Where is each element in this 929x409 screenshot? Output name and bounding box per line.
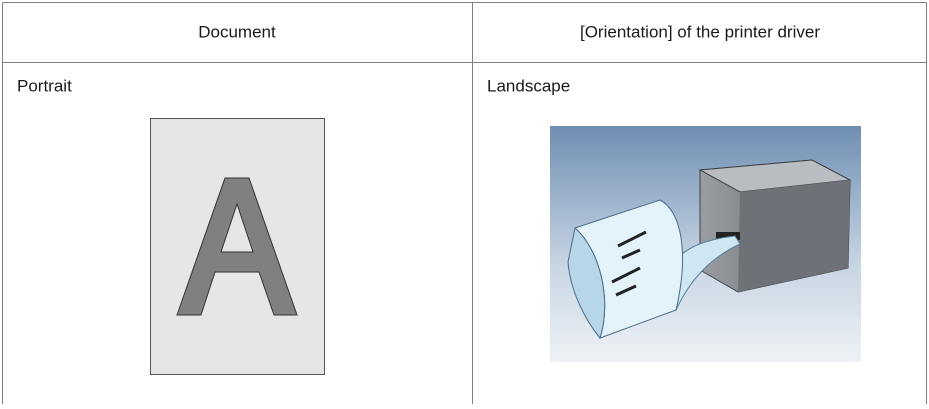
cell: Portrait — [17, 76, 72, 95]
header-cell: [Orientation] of the printer driver — [580, 22, 820, 41]
portrait-illustration — [150, 118, 325, 375]
cell: Landscape — [487, 76, 570, 95]
table-grid — [2, 2, 927, 404]
printer-illustration — [550, 126, 861, 362]
header-cell: Document — [198, 22, 276, 41]
